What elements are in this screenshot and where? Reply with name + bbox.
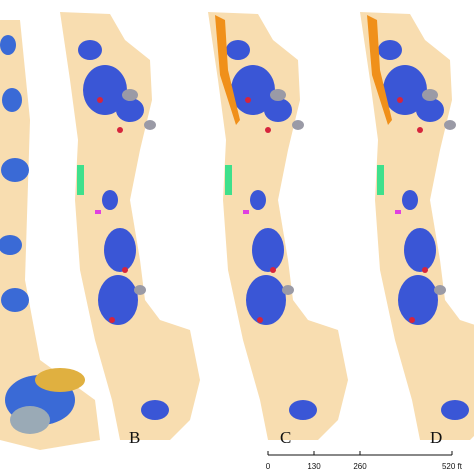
orange-band [367, 15, 392, 125]
scale-tick-label: 520 ft [442, 462, 463, 471]
panel-label: D [430, 428, 442, 447]
scale-tick-label: 130 [307, 462, 321, 471]
panel-label: B [129, 428, 140, 447]
scale-tick-label: 260 [353, 462, 367, 471]
orange-band [215, 15, 240, 125]
scale-bar: 0 130 260 520 ft [266, 451, 463, 471]
panel-a [0, 20, 100, 450]
panel-label: C [280, 428, 291, 447]
scale-tick-label: 0 [266, 462, 271, 471]
